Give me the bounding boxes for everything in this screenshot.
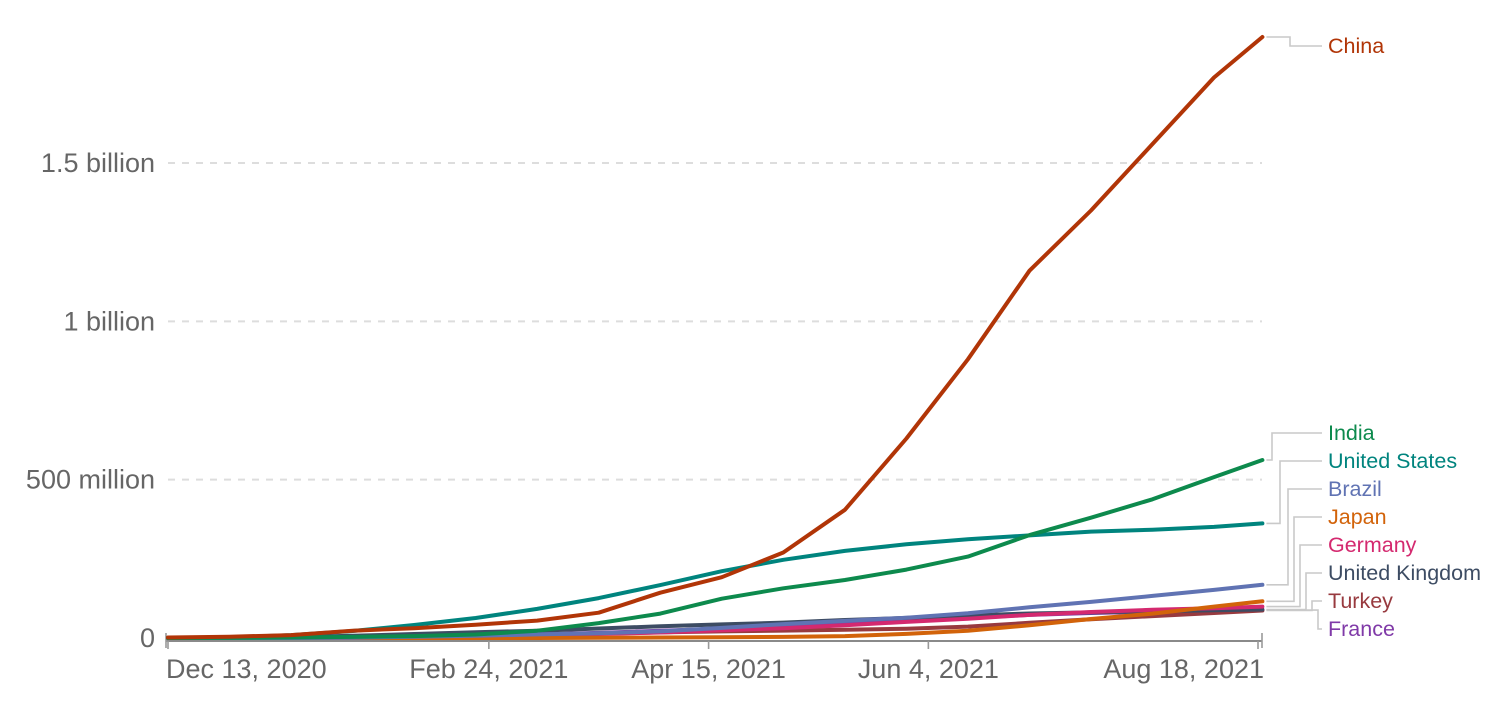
legend-layer: China India United States Brazil Japan German… [1328,34,1481,641]
legend-label-france[interactable]: France [1328,617,1395,641]
x-tick-label: Jun 4, 2021 [858,654,999,684]
legend-connector [1266,488,1322,586]
axis-layer [165,633,1263,649]
legend-label-japan[interactable]: Japan [1328,505,1387,529]
x-tick-label: Feb 24, 2021 [409,654,568,684]
legend-connector [1266,609,1322,630]
gridlines-layer [168,162,1262,481]
legend-connector [1266,36,1322,47]
x-tick-label: Dec 13, 2020 [166,654,327,684]
x-tick-label: Apr 15, 2021 [631,654,786,684]
legend-label-india[interactable]: India [1328,421,1375,445]
legend-label-united-kingdom[interactable]: United Kingdom [1328,561,1481,585]
legend-label-germany[interactable]: Germany [1328,533,1417,557]
axis-labels-layer: 0 500 million 1 billion 1.5 billion Dec 13, … [26,148,1264,684]
y-tick-label: 1 billion [63,306,155,336]
series-lines-layer [166,35,1265,640]
legend-label-united-states[interactable]: United States [1328,449,1457,473]
legend-connector [1266,432,1322,461]
x-tick-label: Aug 18, 2021 [1103,654,1264,684]
legend-label-china[interactable]: China [1328,34,1384,58]
y-tick-label: 1.5 billion [41,148,155,178]
y-tick-label: 0 [140,623,155,653]
legend-connector [1266,544,1322,608]
legend-connectors-layer [1266,36,1322,630]
y-tick-label: 500 million [26,465,155,495]
legend-connector [1266,460,1322,525]
legend-connector [1266,516,1322,603]
series-line-china[interactable] [166,35,1265,640]
series-line-india[interactable] [166,458,1265,640]
legend-label-turkey[interactable]: Turkey [1328,589,1393,613]
legend-label-brazil[interactable]: Brazil [1328,477,1382,501]
